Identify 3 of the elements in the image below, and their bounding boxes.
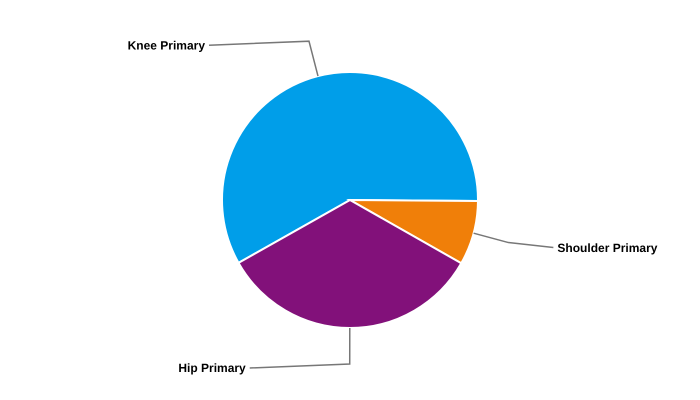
slice-label: Shoulder Primary (557, 240, 658, 255)
slice-label: Knee Primary (128, 38, 206, 52)
slice-label: Hip Primary (178, 361, 246, 376)
